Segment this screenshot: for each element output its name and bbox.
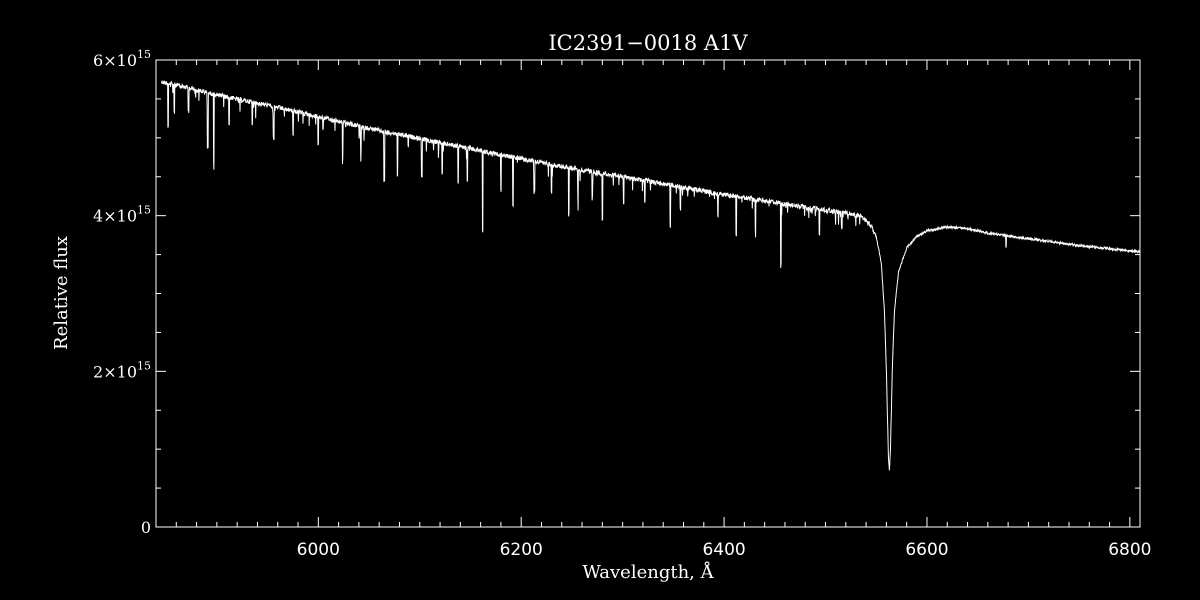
series-layer	[161, 80, 1141, 471]
x-tick-label: 6800	[1108, 540, 1151, 560]
x-tick-label: 6200	[500, 540, 543, 560]
x-tick-label: 6400	[702, 540, 745, 560]
y-tick-label: 6×1015	[93, 48, 151, 70]
chart-title: IC2391−0018 A1V	[548, 31, 748, 55]
x-axis: 6000 6200 6400 6600 6800	[155, 60, 1151, 560]
y-tick-label: 0	[141, 518, 151, 537]
y-tick-label: 2×1015	[93, 359, 151, 381]
x-axis-label: Wavelength, Å	[582, 561, 714, 583]
y-axis-label: Relative flux	[51, 236, 72, 350]
y-tick-label: 4×1015	[93, 204, 151, 226]
y-axis: 0 2×1015 4×1015 6×1015	[93, 48, 1140, 537]
x-tick-label: 6600	[905, 540, 948, 560]
x-tick-label: 6000	[297, 540, 340, 560]
spectrum-line	[161, 80, 1141, 471]
